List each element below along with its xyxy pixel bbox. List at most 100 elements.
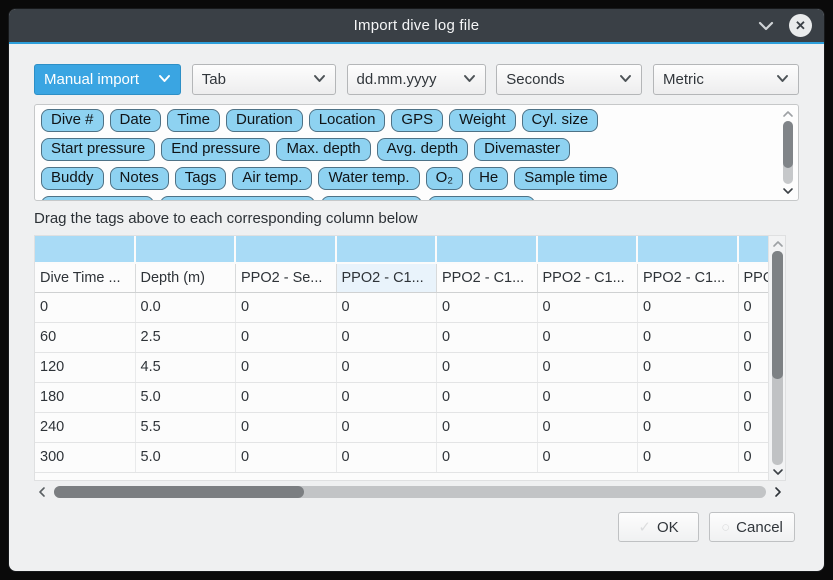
table-cell: 0 xyxy=(236,413,337,442)
titlebar[interactable]: Import dive log file ✕ xyxy=(9,9,824,42)
scroll-right-icon[interactable] xyxy=(773,486,783,498)
ok-button[interactable]: ✓ OK xyxy=(618,512,699,542)
table-cell: 0 xyxy=(537,323,638,352)
drop-target-cell[interactable] xyxy=(336,236,437,262)
column-header[interactable]: PPO2 - C1... xyxy=(537,264,638,292)
tag-date[interactable]: Date xyxy=(109,109,162,132)
table-row: 300 5.0 0 0 0 0 0 0 xyxy=(35,443,770,473)
chevron-down-icon xyxy=(777,75,788,82)
table-row: 180 5.0 0 0 0 0 0 0 xyxy=(35,383,770,413)
tag-notes[interactable]: Notes xyxy=(109,167,169,190)
table-cell: 0 xyxy=(437,293,538,322)
table-horizontal-scrollbar[interactable] xyxy=(34,484,786,500)
table-cell: 0 xyxy=(738,413,770,442)
import-mode-select[interactable]: Manual import xyxy=(34,64,181,95)
tag-start-pressure[interactable]: Start pressure xyxy=(41,138,156,161)
tag-sample-depth[interactable]: Sample depth xyxy=(41,196,154,200)
tag-air-temp[interactable]: Air temp. xyxy=(232,167,313,190)
column-header[interactable]: PPO2 xyxy=(738,264,770,292)
tag-row: Start pressure End pressure Max. depth Avg.… xyxy=(38,136,774,165)
window-shade-button[interactable] xyxy=(755,15,777,37)
drop-target-cell[interactable] xyxy=(236,236,337,262)
table-cell: 0 xyxy=(738,443,770,472)
scroll-up-icon[interactable] xyxy=(782,109,794,119)
table-header-row: Dive Time ... Depth (m) PPO2 - Se... PPO… xyxy=(35,264,770,293)
column-header-highlighted[interactable]: PPO2 - C1... xyxy=(336,264,437,292)
tag-divemaster[interactable]: Divemaster xyxy=(474,138,570,161)
close-button[interactable]: ✕ xyxy=(789,14,812,37)
tag-end-pressure[interactable]: End pressure xyxy=(161,138,271,161)
ok-button-label: OK xyxy=(656,518,679,536)
scrollbar-thumb[interactable] xyxy=(772,251,783,379)
column-header[interactable]: Depth (m) xyxy=(135,264,236,292)
tag-gps[interactable]: GPS xyxy=(391,109,444,132)
table-cell: 0 xyxy=(638,323,739,352)
cancel-button[interactable]: ○ Cancel xyxy=(709,512,795,542)
tag-sample-time[interactable]: Sample time xyxy=(514,167,618,190)
table-vertical-scrollbar[interactable] xyxy=(768,236,785,480)
drop-target-cell[interactable] xyxy=(135,236,236,262)
table-cell: 0 xyxy=(537,413,638,442)
table-cell: 0 xyxy=(336,323,437,352)
scroll-down-icon[interactable] xyxy=(782,186,794,196)
import-mode-value: Manual import xyxy=(44,71,140,88)
chevron-down-icon xyxy=(620,75,632,82)
tag-cyl-size[interactable]: Cyl. size xyxy=(521,109,599,132)
tag-avg-depth[interactable]: Avg. depth xyxy=(376,138,469,161)
tag-sample-temperature[interactable]: Sample temperature xyxy=(159,196,316,200)
cancel-button-label: Cancel xyxy=(736,518,783,536)
column-header[interactable]: PPO2 - C1... xyxy=(437,264,538,292)
tag-o2[interactable]: O₂ xyxy=(425,167,464,190)
tag-max-depth[interactable]: Max. depth xyxy=(276,138,371,161)
duration-format-select[interactable]: Seconds xyxy=(496,64,643,95)
table-cell: 0 xyxy=(638,413,739,442)
table-cell: 0 xyxy=(236,383,337,412)
date-format-select[interactable]: dd.mm.yyyy xyxy=(346,64,486,95)
table-cell: 240 xyxy=(35,413,136,442)
table-cell: 0 xyxy=(738,323,770,352)
tag-water-temp[interactable]: Water temp. xyxy=(318,167,420,190)
tag-buddy[interactable]: Buddy xyxy=(41,167,104,190)
column-header[interactable]: PPO2 - Se... xyxy=(236,264,337,292)
tag-time[interactable]: Time xyxy=(167,109,220,132)
column-header[interactable]: PPO2 - C1... xyxy=(638,264,739,292)
table-cell: 0 xyxy=(236,293,337,322)
units-select[interactable]: Metric xyxy=(653,64,799,95)
window-title: Import dive log file xyxy=(353,17,480,34)
scrollbar-thumb[interactable] xyxy=(54,486,304,498)
table-cell: 180 xyxy=(35,383,136,412)
tag-tags[interactable]: Tags xyxy=(174,167,227,190)
drop-target-cell[interactable] xyxy=(638,236,739,262)
table-cell: 5.0 xyxy=(135,383,236,412)
chevron-down-icon xyxy=(463,75,475,82)
drop-target-cell[interactable] xyxy=(35,236,136,262)
tag-dive-number[interactable]: Dive # xyxy=(41,109,104,132)
column-header[interactable]: Dive Time ... xyxy=(35,264,136,292)
close-icon: ✕ xyxy=(795,17,806,33)
import-dialog-window: Import dive log file ✕ Manual import Tab xyxy=(8,8,825,572)
field-separator-select[interactable]: Tab xyxy=(191,64,336,95)
drop-target-cell[interactable] xyxy=(738,236,770,262)
drop-target-cell[interactable] xyxy=(537,236,638,262)
tag-location[interactable]: Location xyxy=(308,109,386,132)
tag-row: Buddy Notes Tags Air temp. Water temp. O₂ He Sa… xyxy=(38,165,774,194)
scrollbar-thumb[interactable] xyxy=(783,121,793,169)
tag-row: Dive # Date Time Duration Location GPS Weight C… xyxy=(38,107,774,136)
tag-weight[interactable]: Weight xyxy=(449,109,516,132)
scroll-down-icon[interactable] xyxy=(772,467,784,477)
tag-he[interactable]: He xyxy=(469,167,509,190)
table-cell: 0 xyxy=(336,443,437,472)
table-cell: 2.5 xyxy=(135,323,236,352)
table-cell: 5.0 xyxy=(135,443,236,472)
scroll-up-icon[interactable] xyxy=(772,239,784,249)
tag-sample-po2[interactable]: Sample pO₂ xyxy=(321,196,423,200)
tag-sample-cns[interactable]: Sample CNS xyxy=(428,196,536,200)
chevron-down-icon xyxy=(159,75,170,82)
drop-target-cell[interactable] xyxy=(437,236,538,262)
table-cell: 0 xyxy=(336,293,437,322)
tag-duration[interactable]: Duration xyxy=(226,109,303,132)
table-row: 240 5.5 0 0 0 0 0 0 xyxy=(35,413,770,443)
tags-scrollbar[interactable] xyxy=(780,107,796,198)
scroll-left-icon[interactable] xyxy=(37,486,47,498)
drop-target-row xyxy=(35,236,770,264)
